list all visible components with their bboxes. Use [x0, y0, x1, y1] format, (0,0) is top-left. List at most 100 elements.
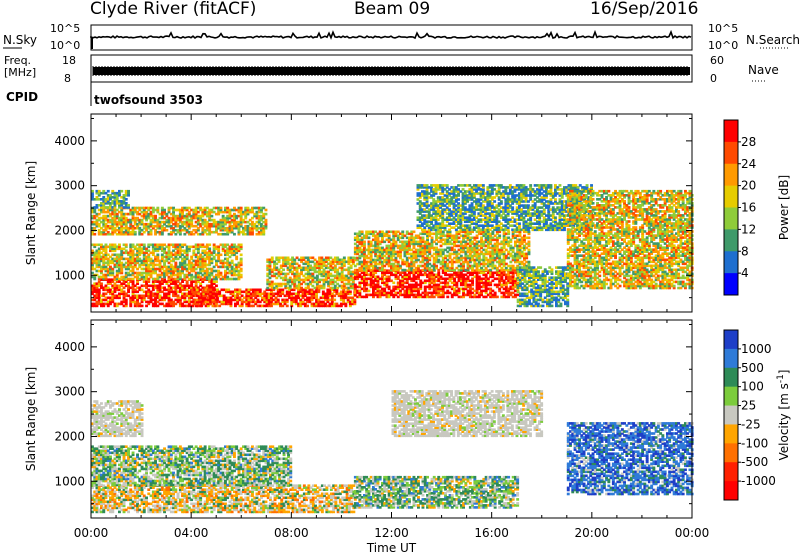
- power-echo-cell: [172, 228, 175, 232]
- power-echo-cell: [167, 298, 171, 302]
- power-echo-cell: [511, 283, 515, 287]
- power-echo-cell: [348, 292, 352, 296]
- power-echo-cell: [372, 234, 375, 238]
- power-echo-cell: [109, 288, 112, 292]
- power-echo-cell: [417, 264, 420, 268]
- power-echo-cell: [228, 269, 232, 273]
- power-echo-cell: [450, 293, 454, 297]
- power-echo-cell: [138, 273, 142, 277]
- power-echo-cell: [131, 286, 135, 290]
- power-echo-cell: [203, 273, 207, 277]
- power-echo-cell: [131, 280, 135, 283]
- power-echo-cell: [403, 295, 407, 299]
- power-echo-cell: [367, 236, 371, 240]
- power-echo-cell: [211, 304, 215, 308]
- power-echo-cell: [109, 259, 112, 263]
- power-echo-cell: [160, 282, 164, 285]
- power-echo-cell: [131, 214, 135, 218]
- power-echo-cell: [129, 265, 133, 269]
- power-echo-cell: [196, 247, 200, 251]
- power-echo-cell: [392, 266, 396, 270]
- power-echo-cell: [156, 259, 160, 263]
- power-echo-cell: [254, 290, 258, 294]
- power-echo-cell: [363, 271, 366, 275]
- power-echo-cell: [459, 295, 463, 299]
- power-echo-cell: [129, 243, 133, 247]
- power-echo-cell: [339, 304, 343, 308]
- power-echo-cell: [453, 271, 456, 275]
- power-echo-cell: [450, 277, 454, 281]
- power-echo-cell: [340, 262, 344, 266]
- power-echo-cell: [256, 298, 260, 302]
- power-echo-cell: [446, 281, 450, 285]
- power-echo-cell: [127, 191, 130, 195]
- power-echo-cell: [156, 304, 160, 308]
- power-echo-cell: [258, 290, 262, 294]
- power-echo-cell: [95, 292, 99, 296]
- power-echo-cell: [239, 212, 243, 216]
- power-echo-cell: [261, 304, 264, 308]
- power-echo-cell: [227, 296, 231, 300]
- power-echo-cell: [203, 265, 207, 269]
- power-echo-cell: [129, 249, 133, 253]
- power-echo-cell: [178, 255, 182, 259]
- power-echo-cell: [320, 264, 324, 268]
- power-echo-cell: [115, 280, 119, 283]
- power-echo-cell: [291, 262, 294, 266]
- power-echo-cell: [477, 277, 481, 281]
- power-echo-cell: [365, 254, 369, 258]
- power-echo-cell: [312, 304, 316, 308]
- power-echo-cell: [410, 285, 414, 289]
- power-echo-cell: [405, 256, 409, 260]
- power-echo-cell: [136, 302, 139, 306]
- power-echo-cell: [212, 294, 216, 298]
- power-echo-cell: [313, 258, 317, 262]
- power-echo-cell: [91, 271, 94, 275]
- power-echo-cell: [133, 271, 137, 275]
- power-echo-cell: [408, 238, 411, 242]
- power-echo-cell: [484, 291, 488, 295]
- power-echo-cell: [95, 263, 99, 267]
- power-echo-cell: [410, 293, 414, 297]
- power-echo-cell: [91, 243, 94, 247]
- power-echo-cell: [273, 260, 276, 264]
- power-echo-cell: [344, 296, 348, 300]
- power-echo-cell: [109, 224, 112, 228]
- power-echo-cell: [383, 293, 387, 297]
- power-echo-cell: [423, 291, 427, 295]
- power-echo-cell: [138, 249, 142, 253]
- power-echo-cell: [336, 268, 340, 272]
- power-echo-cell: [176, 247, 180, 251]
- power-echo-cell: [95, 189, 99, 193]
- power-echo-cell: [509, 275, 513, 279]
- power-echo-cell: [464, 283, 468, 287]
- power-echo-cell: [160, 232, 164, 236]
- power-echo-cell: [221, 218, 225, 222]
- power-echo-cell: [311, 276, 315, 280]
- power-echo-cell: [294, 294, 298, 298]
- power-echo-cell: [405, 275, 409, 279]
- power-echo-cell: [109, 269, 112, 273]
- power-echo-cell: [183, 275, 187, 279]
- power-echo-cell: [291, 266, 294, 270]
- power-echo-cell: [345, 260, 349, 264]
- power-echo-cell: [320, 274, 324, 278]
- power-echo-cell: [199, 218, 203, 222]
- power-echo-cell: [133, 216, 137, 220]
- power-echo-cell: [224, 226, 227, 230]
- power-echo-cell: [122, 194, 126, 197]
- power-echo-cell: [419, 264, 423, 268]
- power-echo-cell: [308, 296, 312, 300]
- power-echo-cell: [251, 208, 254, 212]
- power-echo-cell: [318, 286, 321, 290]
- power-echo-cell: [358, 273, 362, 277]
- power-echo-cell: [160, 280, 164, 283]
- power-echo-cell: [208, 263, 212, 267]
- power-echo-cell: [328, 288, 332, 292]
- power-echo-cell: [372, 287, 375, 291]
- power-echo-cell: [358, 293, 362, 297]
- power-echo-cell: [167, 216, 171, 220]
- power-echo-cell: [187, 247, 191, 251]
- power-echo-cell: [277, 256, 281, 260]
- power-echo-cell: [118, 206, 121, 209]
